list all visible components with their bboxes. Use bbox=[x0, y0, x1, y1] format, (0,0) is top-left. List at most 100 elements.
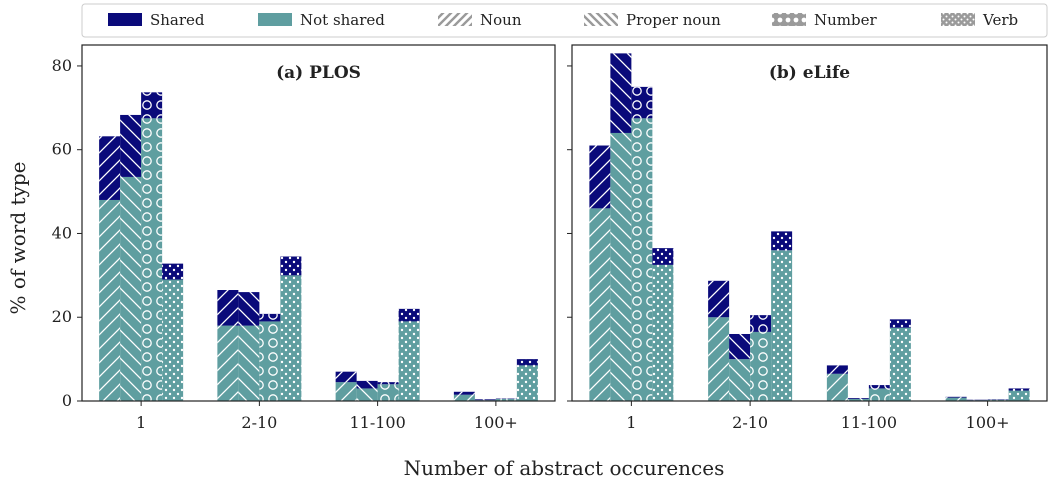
bar-hatch-shared-noun-0 bbox=[589, 145, 611, 209]
bar-hatch-not-shared-verb-3 bbox=[1008, 390, 1030, 401]
legend-frame bbox=[81, 3, 1048, 38]
bar-hatch-shared-verb-1 bbox=[771, 231, 793, 251]
x-tick-label: 100+ bbox=[474, 413, 518, 432]
legend-label-number: Number bbox=[814, 11, 877, 29]
bar-hatch-not-shared-number-0 bbox=[141, 118, 163, 401]
bar-hatch-shared-verb-0 bbox=[162, 263, 184, 280]
bar-hatch-not-shared-proper_noun-2 bbox=[847, 398, 869, 401]
y-tick-label: 80 bbox=[52, 56, 72, 75]
x-axis: 1 2-10 11-100 100+ bbox=[626, 401, 1010, 432]
bar-hatch-not-shared-verb-3 bbox=[516, 365, 538, 401]
bar-hatch-not-shared-verb-2 bbox=[889, 327, 911, 401]
y-tick-label: 40 bbox=[52, 223, 72, 242]
bar-hatch-shared-noun-2 bbox=[826, 365, 848, 374]
bar-hatch-not-shared-noun-0 bbox=[99, 199, 121, 401]
legend-label-shared: Shared bbox=[150, 11, 205, 29]
bar-hatch-shared-proper_noun-1 bbox=[729, 333, 751, 360]
bar-hatch-not-shared-number-2 bbox=[377, 384, 399, 401]
x-tick-label: 2-10 bbox=[732, 413, 768, 432]
bar-hatch-not-shared-number-3 bbox=[495, 398, 517, 401]
bar-hatch-not-shared-verb-1 bbox=[771, 250, 793, 401]
bar-hatch-shared-verb-3 bbox=[516, 359, 538, 366]
bar-hatch-not-shared-proper_noun-0 bbox=[120, 176, 142, 401]
bar-hatch-not-shared-number-2 bbox=[868, 388, 890, 401]
bar-hatch-not-shared-verb-1 bbox=[280, 275, 302, 401]
bar-hatch-not-shared-proper_noun-0 bbox=[610, 132, 632, 401]
bar-hatch-not-shared-noun-2 bbox=[335, 382, 357, 401]
bar-hatch-shared-proper_noun-0 bbox=[610, 53, 632, 133]
x-tick-label: 100+ bbox=[966, 413, 1010, 432]
bar-hatch-not-shared-verb-0 bbox=[162, 279, 184, 401]
bar-hatch-not-shared-number-1 bbox=[259, 321, 281, 401]
bar-hatch-shared-proper_noun-2 bbox=[356, 380, 378, 389]
legend-swatch-number bbox=[772, 13, 806, 26]
bar-hatch-not-shared-noun-2 bbox=[826, 373, 848, 401]
x-tick-label: 11-100 bbox=[349, 413, 405, 432]
bar-hatch-shared-verb-0 bbox=[652, 248, 674, 265]
bar-hatch-not-shared-verb-0 bbox=[652, 264, 674, 401]
bar-hatch-not-shared-noun-0 bbox=[589, 208, 611, 401]
legend-swatch-not_shared bbox=[258, 13, 292, 26]
panel-elife: 1 2-10 11-100 100+ (b) eLife bbox=[567, 44, 1048, 432]
y-tick-label: 60 bbox=[52, 140, 72, 159]
bar-hatch-shared-number-1 bbox=[750, 315, 772, 332]
bar-hatch-not-shared-noun-3 bbox=[453, 394, 475, 401]
bars bbox=[99, 92, 538, 401]
bar-hatch-not-shared-number-0 bbox=[631, 118, 653, 401]
bars bbox=[589, 53, 1030, 401]
bar-hatch-not-shared-number-1 bbox=[750, 331, 772, 401]
legend-item-shared: Shared bbox=[108, 11, 205, 29]
bar-hatch-shared-number-2 bbox=[868, 385, 890, 389]
plot-frame bbox=[571, 44, 1048, 402]
x-tick-label: 2-10 bbox=[241, 413, 277, 432]
bar-hatch-shared-proper_noun-2 bbox=[847, 398, 869, 399]
legend-label-noun: Noun bbox=[480, 11, 522, 29]
bar-hatch-not-shared-noun-3 bbox=[945, 397, 967, 401]
x-tick-label: 1 bbox=[626, 413, 636, 432]
x-axis: 1 2-10 11-100 100+ bbox=[136, 401, 518, 432]
bar-hatch-not-shared-noun-1 bbox=[708, 317, 730, 401]
bar-hatch-shared-noun-0 bbox=[99, 136, 121, 200]
legend-item-number: Number bbox=[772, 11, 877, 29]
panel-title: (a) PLOS bbox=[276, 63, 361, 83]
bar-hatch-shared-number-0 bbox=[631, 86, 653, 119]
bar-hatch-shared-verb-2 bbox=[889, 319, 911, 328]
bar-hatch-shared-number-0 bbox=[141, 92, 163, 119]
y-axis bbox=[567, 65, 572, 402]
y-axis: 0 20 40 60 80 bbox=[52, 56, 82, 410]
x-axis-label: Number of abstract occurences bbox=[404, 456, 725, 480]
bar-hatch-shared-verb-1 bbox=[280, 256, 302, 276]
bar-hatch-not-shared-proper_noun-1 bbox=[238, 325, 260, 401]
y-axis-label: % of word type bbox=[6, 161, 30, 314]
legend-item-noun: Noun bbox=[438, 11, 522, 29]
bar-hatch-shared-noun-3 bbox=[945, 396, 967, 398]
legend-item-verb: Verb bbox=[941, 11, 1018, 29]
panel-title: (b) eLife bbox=[769, 63, 850, 83]
bar-hatch-shared-proper_noun-0 bbox=[120, 114, 142, 177]
plot-frame bbox=[81, 44, 556, 402]
bar-hatch-not-shared-noun-1 bbox=[217, 325, 239, 401]
bar-hatch-shared-noun-1 bbox=[708, 280, 730, 318]
bar-hatch-not-shared-proper_noun-1 bbox=[729, 359, 751, 401]
bar-hatch-shared-proper_noun-3 bbox=[474, 399, 496, 401]
bar-hatch-shared-noun-1 bbox=[217, 290, 239, 326]
bar-hatch-shared-verb-3 bbox=[1008, 388, 1030, 391]
panel-plos: 0 20 40 60 80 1 2-10 11-100 100+ (a) PLOS bbox=[52, 44, 556, 432]
bar-hatch-not-shared-verb-2 bbox=[398, 321, 420, 401]
bar-hatch-shared-noun-3 bbox=[453, 391, 475, 395]
x-tick-label: 1 bbox=[136, 413, 146, 432]
legend: Shared Not shared Noun Proper noun Number Ver… bbox=[81, 3, 1048, 38]
bar-hatch-shared-verb-2 bbox=[398, 308, 420, 322]
y-tick-label: 20 bbox=[52, 307, 72, 326]
legend-item-proper_noun: Proper noun bbox=[584, 11, 721, 29]
bar-hatch-shared-number-1 bbox=[259, 313, 281, 322]
y-tick-label: 0 bbox=[62, 391, 72, 410]
legend-label-verb: Verb bbox=[982, 11, 1018, 29]
legend-swatch-proper_noun bbox=[584, 13, 618, 26]
legend-item-not_shared: Not shared bbox=[258, 11, 385, 29]
legend-label-not_shared: Not shared bbox=[300, 11, 385, 29]
bar-hatch-shared-noun-2 bbox=[335, 371, 357, 383]
bar-hatch-not-shared-number-3 bbox=[987, 399, 1009, 401]
x-tick-label: 11-100 bbox=[841, 413, 897, 432]
